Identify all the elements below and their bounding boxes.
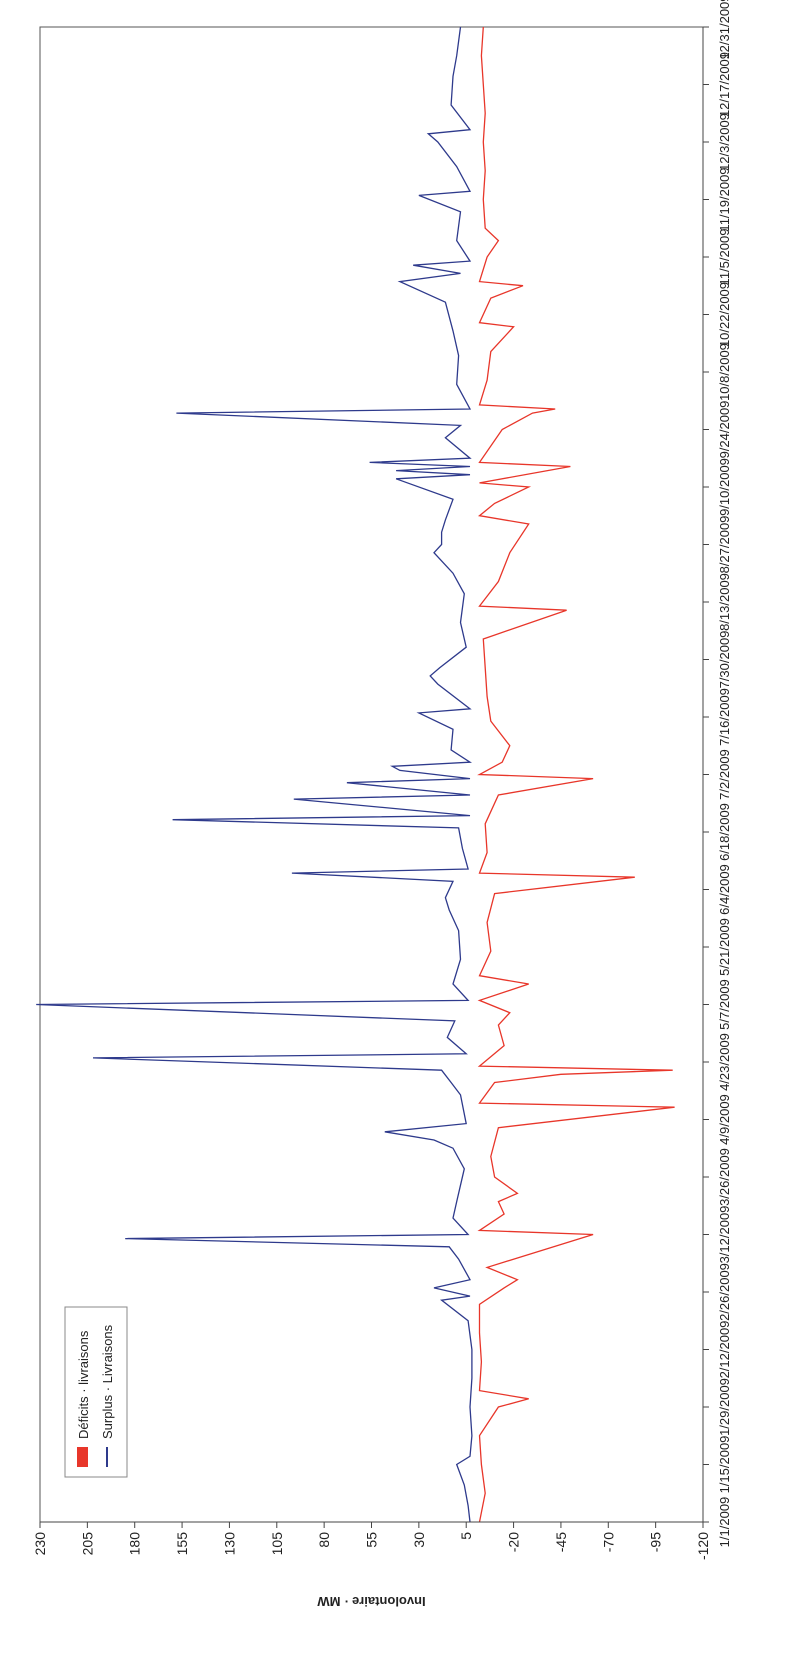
x-tick-label: 6/4/2009 bbox=[717, 864, 732, 915]
x-tick-label: 9/10/2009 bbox=[717, 458, 732, 516]
surplus-series-line bbox=[36, 26, 473, 1523]
y-tick-label: -120 bbox=[695, 1532, 711, 1560]
x-tick-label: 4/23/2009 bbox=[717, 1033, 732, 1091]
plot-area bbox=[39, 26, 704, 1523]
x-tick-label: 8/13/2009 bbox=[717, 573, 732, 631]
x-tick-label: 1/15/2009 bbox=[717, 1436, 732, 1494]
y-axis-ticks: 230 205 180 155 130 105 80 55 30 5 -20 -45 -70 -95 -12… bbox=[32, 1522, 711, 1560]
x-tick-label: 5/21/2009 bbox=[717, 918, 732, 976]
series-layer bbox=[36, 26, 675, 1523]
legend-label-surplus: Surplus · Livraisons bbox=[100, 1324, 115, 1439]
legend-swatch-deficit bbox=[77, 1447, 88, 1467]
x-tick-label: 1/29/2009 bbox=[717, 1378, 732, 1436]
x-tick-label: 3/26/2009 bbox=[717, 1148, 732, 1206]
x-tick-label: 8/27/2009 bbox=[717, 516, 732, 574]
y-tick-label: 80 bbox=[316, 1532, 332, 1548]
y-tick-label: 30 bbox=[411, 1532, 427, 1548]
y-tick-label: 205 bbox=[79, 1532, 95, 1556]
x-tick-label: 7/2/2009 bbox=[717, 749, 732, 800]
x-tick-label: 11/5/2009 bbox=[717, 229, 732, 286]
x-tick-label: 3/12/2009 bbox=[717, 1206, 732, 1264]
y-axis-label: Involontaire · MW bbox=[317, 1594, 426, 1609]
x-tick-label: 7/16/2009 bbox=[717, 688, 732, 746]
y-tick-label: -20 bbox=[506, 1532, 522, 1552]
y-tick-label: 230 bbox=[32, 1532, 48, 1556]
deficit-series-line bbox=[477, 26, 675, 1523]
y-tick-label: 130 bbox=[221, 1532, 237, 1556]
legend: Déficits · livraisons Surplus · Livraison… bbox=[64, 1306, 128, 1478]
x-tick-label: 5/7/2009 bbox=[717, 979, 732, 1030]
x-tick-label: 11/19/2009 bbox=[717, 167, 732, 231]
x-tick-label: 1/1/2009 bbox=[717, 1497, 732, 1548]
y-tick-label: 105 bbox=[269, 1532, 285, 1556]
x-tick-label: 2/12/2009 bbox=[717, 1321, 732, 1379]
legend-box bbox=[64, 1306, 128, 1478]
y-tick-label: 55 bbox=[364, 1532, 380, 1548]
y-tick-label: 5 bbox=[458, 1532, 474, 1540]
x-tick-label: 12/17/2009 bbox=[717, 52, 732, 117]
x-tick-label: 2/26/2009 bbox=[717, 1263, 732, 1321]
y-tick-label: 180 bbox=[127, 1532, 143, 1556]
x-tick-label: 12/31/2009 bbox=[717, 0, 732, 60]
y-tick-label: 155 bbox=[174, 1532, 190, 1556]
y-tick-label: -95 bbox=[648, 1532, 664, 1552]
x-tick-label: 6/18/2009 bbox=[717, 803, 732, 861]
y-tick-label: -45 bbox=[553, 1532, 569, 1552]
x-axis-ticks: 1/1/2009 1/15/20091/29/20092/12/20092/26/… bbox=[703, 0, 732, 1547]
x-tick-label: 10/8/2009 bbox=[717, 343, 732, 401]
legend-label-deficit: Déficits · livraisons bbox=[76, 1330, 91, 1439]
x-tick-label: 10/22/2009 bbox=[717, 282, 732, 347]
x-tick-label: 9/24/2009 bbox=[717, 401, 732, 459]
x-tick-label: 4/9/2009 bbox=[717, 1094, 732, 1145]
x-tick-label: 12/3/2009 bbox=[717, 113, 732, 171]
y-tick-label: -70 bbox=[600, 1532, 616, 1552]
x-tick-label: 7/30/2009 bbox=[717, 631, 732, 689]
